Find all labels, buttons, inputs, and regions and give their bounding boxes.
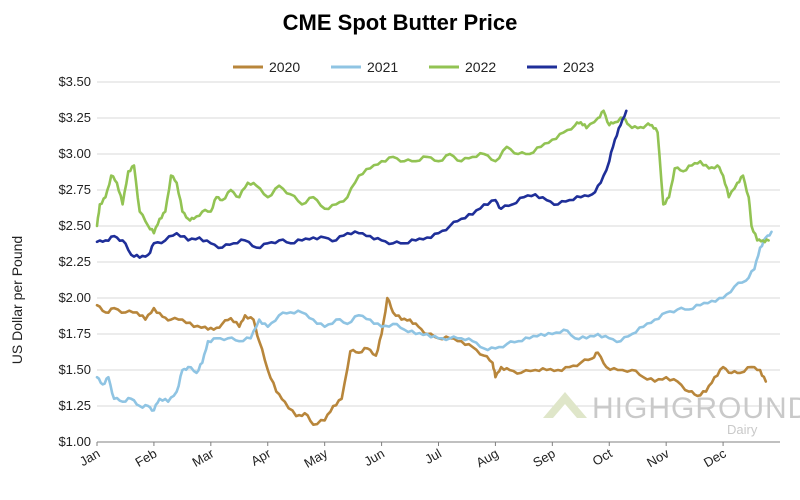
y-tick-label: $3.50 (58, 74, 91, 89)
x-tick-label: Aug (473, 446, 501, 471)
y-tick-label: $2.25 (58, 254, 91, 269)
x-tick-label: Jul (422, 446, 444, 467)
legend-label-2020: 2020 (269, 59, 300, 75)
y-axis-ticks: $1.00 $1.25 $1.50 $1.75 $2.00 $2.25 $2.50 $2.75… (58, 74, 91, 449)
y-axis-label: US Dollar per Pound (9, 236, 25, 364)
y-tick-label: $1.50 (58, 362, 91, 377)
x-tick-label: Sep (530, 446, 558, 471)
x-tick-label: Feb (133, 446, 160, 470)
x-tick-label: May (301, 445, 330, 471)
gridlines (97, 81, 780, 407)
logo-mountain-inner-icon (553, 404, 577, 418)
x-axis-ticks: Jan Feb Mar Apr May Jun Jul Aug Sep Oct Nov Dec (77, 442, 729, 471)
y-tick-label: $3.00 (58, 146, 91, 161)
legend: 2020 2021 2022 2023 (233, 59, 594, 75)
logo-sub-text: Dairy (727, 422, 758, 437)
y-tick-label: $1.75 (58, 326, 91, 341)
y-tick-label: $1.00 (58, 434, 91, 449)
x-tick-label: Nov (644, 445, 672, 470)
series-line-2023 (95, 109, 628, 259)
legend-label-2023: 2023 (563, 59, 594, 75)
x-tick-label: Apr (248, 445, 274, 468)
logo-main-text: HIGHGROUND (592, 392, 800, 425)
x-tick-label: Jan (77, 446, 103, 469)
y-tick-label: $2.50 (58, 218, 91, 233)
x-tick-label: Oct (590, 445, 615, 468)
y-tick-label: $2.75 (58, 182, 91, 197)
y-tick-label: $3.25 (58, 110, 91, 125)
y-tick-label: $1.25 (58, 398, 91, 413)
chart-title: CME Spot Butter Price (283, 10, 518, 35)
series-line-2020 (95, 296, 768, 426)
series-layer (95, 109, 773, 426)
x-tick-label: Jun (361, 446, 387, 469)
legend-label-2021: 2021 (367, 59, 398, 75)
x-tick-label: Mar (189, 445, 216, 470)
series-line-2021 (95, 230, 773, 412)
y-tick-label: $2.00 (58, 290, 91, 305)
highground-dairy-logo: HIGHGROUND Dairy (543, 392, 800, 437)
legend-label-2022: 2022 (465, 59, 496, 75)
x-tick-label: Dec (701, 445, 729, 470)
series-line-2022 (95, 109, 770, 244)
